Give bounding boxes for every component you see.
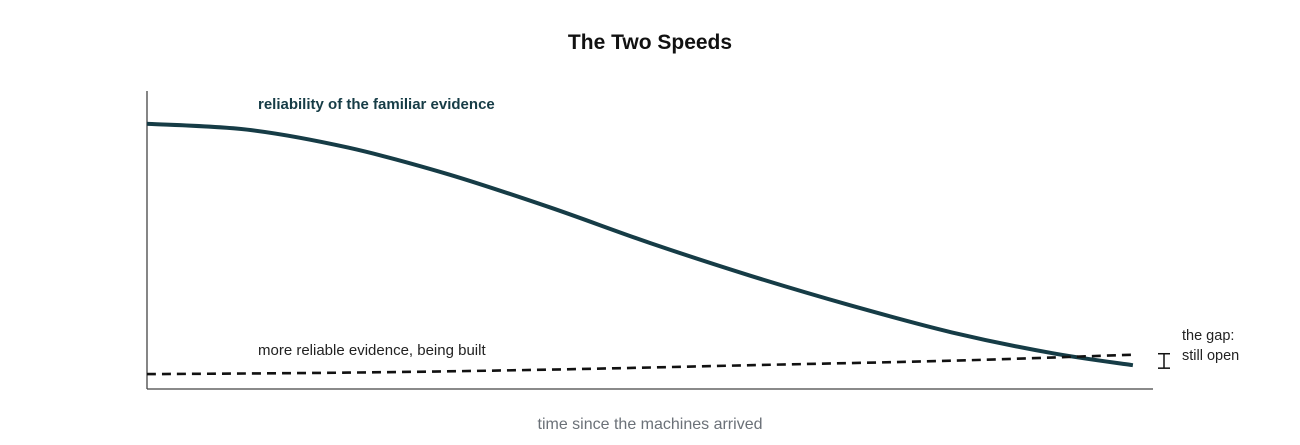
series-label-familiar-evidence: reliability of the familiar evidence xyxy=(258,96,495,113)
series-line-familiar-evidence xyxy=(146,121,1134,368)
gap-marker-icon xyxy=(1158,352,1170,369)
chart-title: The Two Speeds xyxy=(568,31,732,54)
gap-annotation-line-2: still open xyxy=(1182,348,1239,364)
series-line-reliable-evidence xyxy=(146,353,1133,376)
x-axis-label: time since the machines arrived xyxy=(538,416,763,433)
gap-annotation-line-1: the gap: xyxy=(1182,328,1234,344)
series-layer xyxy=(146,121,1134,376)
series-label-reliable-evidence: more reliable evidence, being built xyxy=(258,342,486,359)
